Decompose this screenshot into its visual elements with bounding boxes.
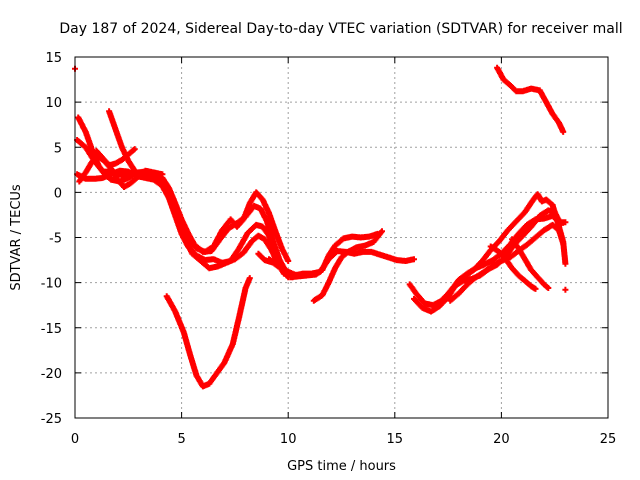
x-axis-label: GPS time / hours bbox=[287, 459, 396, 474]
data-marker-path bbox=[310, 228, 385, 304]
data-marker-path bbox=[106, 108, 287, 277]
data-marker-path bbox=[76, 153, 166, 190]
y-tick-label: -25 bbox=[41, 412, 62, 427]
x-tick-label: 15 bbox=[387, 432, 404, 447]
data-marker-path bbox=[434, 207, 565, 309]
chart-title: Day 187 of 2024, Sidereal Day-to-day VTE… bbox=[59, 21, 622, 37]
data-marker-path bbox=[487, 243, 539, 292]
data-marker-path bbox=[509, 236, 552, 291]
y-tick-label: -15 bbox=[41, 322, 62, 337]
y-tick-label: -10 bbox=[41, 277, 62, 292]
y-tick-label: -20 bbox=[41, 367, 62, 382]
y-tick-label: 5 bbox=[54, 141, 62, 156]
y-tick-label: 0 bbox=[54, 186, 62, 201]
x-tick-label: 10 bbox=[280, 432, 297, 447]
series-track-b bbox=[74, 137, 292, 264]
data-marker-path bbox=[287, 230, 381, 281]
data-markers bbox=[72, 64, 569, 390]
series-track-i bbox=[163, 275, 253, 390]
series-track-g bbox=[76, 153, 166, 190]
data-marker-path bbox=[74, 137, 292, 264]
series-track-t bbox=[562, 286, 569, 293]
data-marker-path bbox=[163, 275, 253, 390]
series-track-m bbox=[406, 212, 569, 309]
series-track-l bbox=[310, 228, 385, 304]
y-tick-label: 15 bbox=[45, 51, 62, 66]
series-track-s bbox=[494, 64, 567, 135]
x-tick-label: 25 bbox=[600, 432, 617, 447]
series-track-k bbox=[287, 230, 381, 281]
y-tick-label: -5 bbox=[49, 232, 62, 247]
data-marker-path bbox=[562, 286, 569, 293]
series-track-r bbox=[509, 236, 552, 291]
x-tick-label: 20 bbox=[493, 432, 510, 447]
data-marker-path bbox=[411, 191, 569, 315]
y-ticks: 15 10 5 0 -5 -10 -15 -20 -25 bbox=[41, 51, 608, 427]
series-track-n bbox=[411, 191, 569, 315]
x-tick-label: 5 bbox=[177, 432, 185, 447]
series-track-q bbox=[487, 243, 539, 292]
y-axis-label: SDTVAR / TECUs bbox=[9, 184, 24, 291]
data-marker-path bbox=[494, 64, 567, 135]
x-ticks: 0 5 10 15 20 25 bbox=[71, 57, 616, 447]
series-track-e bbox=[106, 108, 287, 277]
series-track-p bbox=[434, 207, 565, 309]
data-marker-path bbox=[406, 212, 569, 309]
x-tick-label: 0 bbox=[71, 432, 79, 447]
y-tick-label: 10 bbox=[45, 96, 62, 111]
